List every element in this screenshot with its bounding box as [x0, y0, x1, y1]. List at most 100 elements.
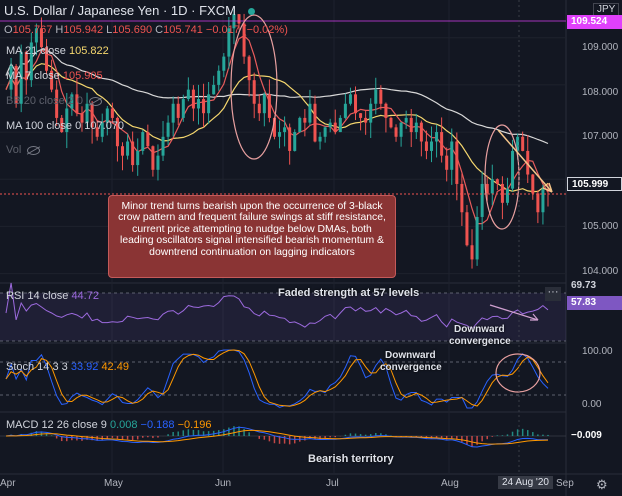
candle-body [272, 117, 276, 137]
candle-body [354, 94, 358, 114]
candle-body [29, 42, 33, 81]
candle-body [440, 132, 444, 156]
rsi-note-conv-2: convergence [449, 336, 511, 347]
price-tick: 109.000 [582, 42, 619, 53]
rsi-line [5, 282, 549, 330]
stoch-annotation-ellipse [495, 353, 541, 393]
symbol-title[interactable]: U.S. Dollar / Japanese Yen · 1D · FXCM [4, 3, 255, 18]
candle-body [45, 47, 49, 71]
time-label-apr: Apr [0, 478, 16, 489]
candle-body [369, 103, 373, 123]
price-tick: 107.000 [582, 131, 619, 142]
rsi-note-faded: Faded strength at 57 levels [278, 287, 420, 299]
status-dot-icon [247, 8, 255, 15]
candle-body [511, 150, 515, 189]
legend-bb[interactable]: BB 20 close 2 0 [6, 95, 103, 107]
candle-body [9, 66, 13, 90]
rsi-legend[interactable]: RSI 14 close 44.72 [6, 290, 99, 302]
legend-ma21[interactable]: MA 21 close 105.822 [6, 45, 109, 57]
candle-body [131, 141, 135, 166]
candle-body [39, 28, 43, 48]
candle-body [14, 66, 18, 104]
macd-legend[interactable]: MACD 12 26 close 9 0.008 −0.188 −0.196 [6, 419, 212, 431]
candle-body [191, 89, 195, 109]
candle-body [404, 117, 408, 123]
candle-body [541, 188, 545, 213]
rsi-path [5, 282, 549, 330]
candle-body [120, 146, 125, 156]
candle-body [409, 117, 413, 133]
candle-body [156, 155, 160, 170]
candle-body [318, 136, 322, 142]
candle-body [531, 174, 535, 194]
candle-body [115, 117, 119, 147]
candle-body [308, 103, 312, 123]
candle-body [242, 23, 246, 57]
candle-body [399, 122, 403, 137]
stoch-legend[interactable]: Stoch 14 3 3 33.92 42.49 [6, 361, 129, 373]
legend-vol[interactable]: Vol [6, 144, 41, 156]
rsi-conv-arrow [489, 304, 539, 321]
candle-body [257, 103, 261, 114]
candle-body [252, 80, 256, 104]
candle-body [267, 94, 271, 118]
candle-body [278, 132, 282, 137]
candle-body [85, 103, 89, 123]
candle-body [414, 122, 418, 133]
hidden-eye-icon[interactable] [27, 145, 41, 155]
annotation-ellipse-june [230, 14, 278, 160]
annotation-ellipse-aug [484, 124, 520, 230]
candle-body [536, 193, 540, 213]
candle-body [176, 103, 180, 118]
candle-body [75, 94, 79, 114]
stoch-tick: 0.00 [582, 399, 602, 410]
candle-body [374, 89, 378, 104]
candle-body [181, 99, 185, 118]
candle-body [34, 28, 38, 43]
candle-body [379, 89, 383, 104]
candle-body [364, 117, 368, 123]
time-label-may: May [104, 478, 123, 489]
rsi-band [0, 293, 566, 341]
candle-body [490, 179, 494, 194]
candle-body [186, 89, 190, 100]
trend-arrow-head [542, 182, 553, 193]
settings-gear-icon[interactable]: ⚙ [596, 477, 608, 492]
stoch-tick: 100.00 [582, 346, 613, 357]
candle-body [55, 89, 59, 118]
candle-body [70, 94, 74, 109]
time-label-aug: Aug [441, 478, 459, 489]
candle-body [80, 113, 84, 123]
candle-body [424, 141, 428, 151]
legend-ma7[interactable]: MA 7 close 105.905 [6, 70, 103, 82]
time-label-jul: Jul [326, 478, 339, 489]
candle-body [288, 127, 292, 151]
hidden-eye-icon[interactable] [89, 96, 103, 106]
candle-body [389, 117, 393, 128]
candle-body [90, 103, 94, 128]
candle-body [465, 212, 469, 246]
candle-body [141, 132, 145, 151]
more-options-icon[interactable]: ··· [545, 287, 561, 301]
candle-body [419, 122, 423, 142]
stoch-k-path [5, 349, 549, 409]
candle-body [136, 150, 140, 166]
trend-arrow [497, 129, 553, 193]
candle-body [359, 113, 363, 118]
candle-body [60, 117, 64, 133]
candle-body [247, 56, 251, 81]
candle-body [161, 136, 165, 156]
candle-body [455, 141, 459, 184]
candle-body [126, 141, 130, 156]
stoch-d-path [5, 349, 549, 407]
candle-body [338, 117, 342, 133]
candle-body [65, 108, 69, 133]
legend-ma100[interactable]: MA 100 close 0 107.070 [6, 120, 125, 132]
candle-body [303, 117, 307, 123]
stoch-note-2: convergence [380, 362, 442, 373]
candle-body [485, 183, 489, 194]
price-tick: 104.000 [582, 266, 619, 277]
candle-body [217, 70, 221, 85]
time-label-jun: Jun [215, 478, 232, 489]
candle-body [328, 122, 332, 128]
